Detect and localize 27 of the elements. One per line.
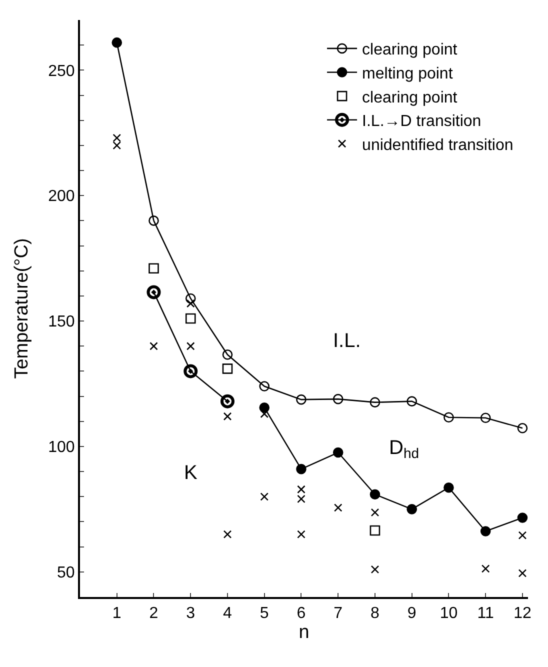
x-tick-label: 1 <box>112 605 122 622</box>
y-tick-label: 200 <box>48 188 75 206</box>
legend-label: I.L.→D transition <box>362 113 482 130</box>
x-tick-label: 5 <box>260 605 269 622</box>
annotation: K <box>184 462 198 484</box>
x-tick-label: 7 <box>334 605 343 622</box>
x-tick-label: 3 <box>186 605 196 622</box>
x-tick-label: 8 <box>370 605 380 622</box>
legend-label: clearing point <box>362 42 458 59</box>
legend-label: unidentified transition <box>362 136 514 154</box>
x-tick-label: 4 <box>223 605 232 622</box>
legend-label: melting point <box>362 65 454 82</box>
y-tick-label: 250 <box>48 62 75 80</box>
x-tick-label: 2 <box>149 605 158 622</box>
annotation: D$_{hd}$ <box>389 437 420 462</box>
y-axis-title: Temperature(°C) <box>11 238 32 379</box>
x-tick-label: 11 <box>477 605 494 622</box>
x-axis-title: n <box>298 622 310 644</box>
y-tick-label: 50 <box>57 564 75 582</box>
y-tick-label: 150 <box>48 314 75 331</box>
x-tick-label: 6 <box>296 605 306 622</box>
x-tick-label: 10 <box>440 605 458 622</box>
legend-label: clearing point <box>362 89 458 106</box>
y-tick-label: 100 <box>48 439 75 456</box>
x-tick-label: 9 <box>407 605 416 622</box>
x-tick-label: 12 <box>514 605 532 622</box>
annotation: I.L. <box>333 330 361 352</box>
